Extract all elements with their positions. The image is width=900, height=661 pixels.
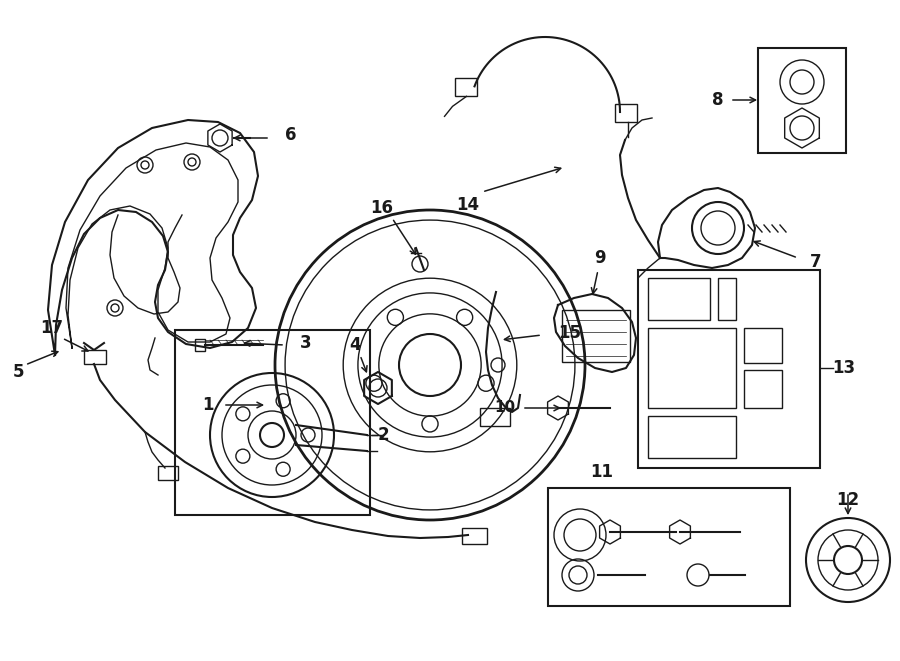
Bar (648, 328, 736, 408)
Bar (638, 270, 820, 468)
Bar (744, 328, 782, 363)
Text: 11: 11 (590, 463, 614, 481)
Bar (744, 370, 782, 408)
Bar (480, 408, 510, 426)
Text: 4: 4 (349, 336, 361, 354)
Text: 16: 16 (371, 199, 393, 217)
Bar (648, 416, 736, 458)
Bar (718, 278, 736, 320)
Text: 15: 15 (558, 324, 581, 342)
Bar (84, 350, 106, 364)
Text: 14: 14 (456, 196, 480, 214)
Bar (195, 339, 205, 351)
Text: 10: 10 (494, 401, 516, 416)
Text: 2: 2 (378, 426, 390, 444)
Text: 3: 3 (300, 334, 311, 352)
Bar (758, 48, 846, 153)
Bar (562, 310, 630, 362)
Text: 9: 9 (594, 249, 606, 267)
Bar (648, 278, 710, 320)
Text: 1: 1 (202, 396, 214, 414)
Bar (615, 104, 637, 122)
Bar (454, 79, 476, 97)
Text: 17: 17 (40, 319, 64, 337)
Text: 13: 13 (832, 359, 855, 377)
Bar (462, 528, 487, 544)
Text: 5: 5 (13, 363, 23, 381)
Bar (175, 330, 370, 515)
Text: 12: 12 (836, 491, 860, 509)
Text: 7: 7 (810, 253, 822, 271)
Text: 6: 6 (285, 126, 296, 144)
Text: 8: 8 (712, 91, 724, 109)
Bar (158, 466, 178, 480)
Bar (548, 488, 790, 606)
